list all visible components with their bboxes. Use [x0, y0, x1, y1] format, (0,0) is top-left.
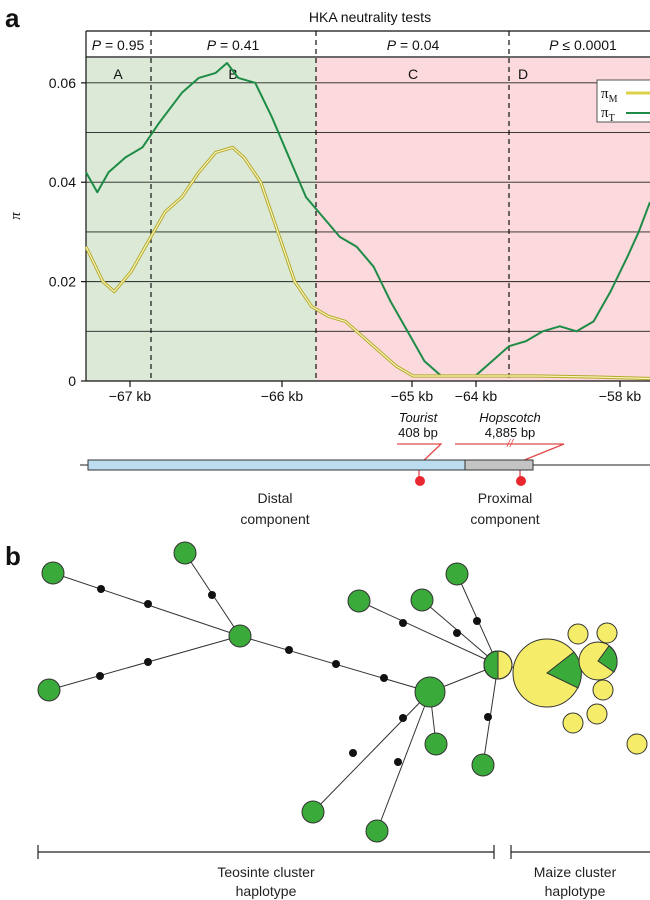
teosinte-bracket-label: haplotype [236, 883, 297, 899]
haplotype-node [228, 624, 252, 648]
p-value-c: P = 0.04 [387, 37, 440, 53]
distal-component-bar [87, 459, 466, 471]
haplotype-node [424, 732, 448, 756]
median-vectors [96, 585, 492, 766]
haplotype-node [414, 676, 446, 708]
region-b-bg [151, 58, 316, 381]
teosinte-bracket-label: Teosinte cluster [217, 864, 315, 880]
x-axis-ticks [129, 381, 621, 387]
tourist-marker [415, 476, 425, 486]
proximal-component-label: component [470, 511, 539, 527]
p-value-header: P = 0.95 P = 0.41 P = 0.04 P ≤ 0.0001 [85, 30, 650, 381]
haplotype-node [41, 561, 65, 585]
y-axis-label: π [8, 212, 24, 220]
y-tick-label: 0.06 [49, 75, 76, 91]
network-edges [48, 552, 548, 832]
haplotype-node [410, 588, 434, 612]
maize-bracket-label: Maize cluster [534, 864, 617, 880]
y-tick-label: 0 [68, 373, 76, 389]
series-layer [84, 62, 650, 381]
maize-nodes [512, 622, 648, 755]
y-axis: 0 0.02 0.04 0.06 [49, 75, 86, 389]
proximal-component-bar [464, 459, 534, 471]
haplotype-node [567, 623, 589, 645]
distal-component-label: component [240, 511, 309, 527]
region-c-bg [316, 58, 509, 381]
gene-model-bar [80, 459, 650, 471]
hopscotch-marker [516, 476, 526, 486]
haplotype-node [626, 733, 648, 755]
haplotype-node [586, 703, 608, 725]
y-tick-label: 0.04 [49, 174, 76, 190]
haplotype-node [562, 712, 584, 734]
haplotype-node [596, 622, 618, 644]
p-value-d: P ≤ 0.0001 [549, 37, 617, 53]
haplotype-node [301, 800, 325, 824]
x-tick-label: −65 kb [391, 388, 434, 404]
y-tick-label: 0.02 [49, 274, 76, 290]
haplotype-node [592, 679, 614, 701]
legend-label-pi-m: πM [601, 86, 618, 105]
hopscotch-length: 4,885 bp [485, 425, 536, 440]
maize-bracket-label: haplotype [545, 883, 606, 899]
tourist-label: Tourist [399, 410, 439, 425]
x-tick-label: −58 kb [599, 388, 642, 404]
region-a-bg [86, 58, 151, 381]
region-label-c: C [408, 66, 418, 82]
svg-text://: // [506, 438, 514, 450]
x-tick-label: −64 kb [455, 388, 498, 404]
transposon-tourist: Tourist 408 bp [397, 410, 443, 486]
haplotype-node [445, 562, 469, 586]
haplotype-node [471, 753, 495, 777]
p-value-a: P = 0.95 [92, 37, 145, 53]
series-line-pi-t [85, 62, 650, 377]
hka-title: HKA neutrality tests [309, 9, 431, 25]
mixed-node [483, 650, 513, 680]
p-value-b: P = 0.41 [207, 37, 260, 53]
haplotype-node [37, 678, 61, 702]
transposon-hopscotch: Hopscotch 4,885 bp // [455, 410, 565, 486]
teosinte-nodes [37, 541, 495, 843]
haplotype-node [173, 541, 197, 565]
distal-component-label: Distal [257, 490, 292, 506]
legend-label-pi-t: πT [601, 105, 615, 124]
legend: πM πT [596, 79, 650, 124]
haplotype-network [37, 541, 648, 843]
hopscotch-label: Hopscotch [479, 410, 540, 425]
haplotype-node [347, 589, 371, 613]
x-tick-label: −66 kb [261, 388, 304, 404]
haplotype-node [365, 819, 389, 843]
x-tick-label: −67 kb [109, 388, 152, 404]
region-label-b: B [228, 66, 237, 82]
tourist-length: 408 bp [398, 425, 438, 440]
panel-b-letter: b [5, 541, 21, 571]
proximal-component-label: Proximal [478, 490, 532, 506]
region-label-a: A [113, 66, 123, 82]
maize-bracket [510, 845, 650, 859]
series-line-pi-m [85, 146, 650, 380]
grid-lines [86, 82, 650, 332]
teosinte-bracket [37, 845, 495, 859]
region-label-d: D [518, 66, 528, 82]
panel-a-letter: a [5, 3, 20, 33]
region-boundaries [150, 31, 510, 381]
